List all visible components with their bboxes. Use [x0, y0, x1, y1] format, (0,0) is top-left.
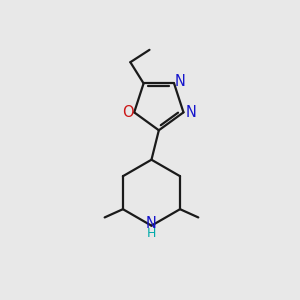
Text: H: H: [147, 227, 156, 240]
Text: O: O: [122, 105, 134, 120]
Text: N: N: [146, 216, 157, 231]
Text: N: N: [175, 74, 186, 89]
Text: N: N: [185, 105, 196, 120]
